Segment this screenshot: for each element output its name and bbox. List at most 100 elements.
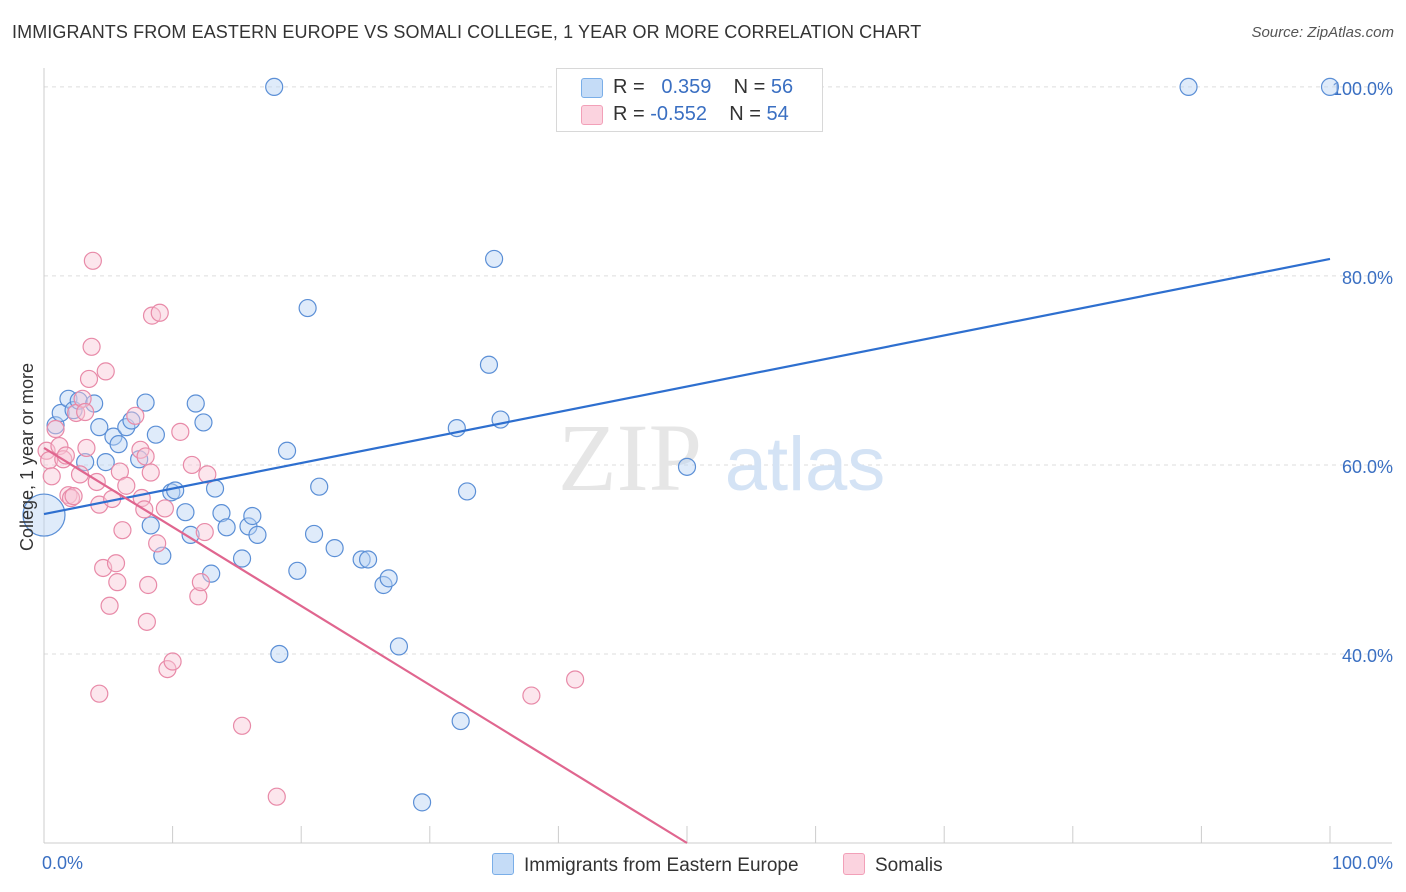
point-eastern-europe bbox=[1179, 77, 1198, 97]
point-somalis bbox=[100, 596, 119, 615]
bottom-legend-swatch-blue bbox=[492, 853, 514, 875]
gridlines bbox=[44, 86, 1392, 655]
point-eastern-europe bbox=[212, 504, 231, 523]
point-somalis bbox=[46, 419, 65, 439]
point-somalis bbox=[79, 369, 99, 389]
r-value-somalis: -0.552 bbox=[650, 103, 707, 125]
n-value-eastern-europe: 56 bbox=[770, 76, 794, 98]
point-somalis bbox=[189, 587, 208, 606]
point-somalis bbox=[522, 686, 541, 705]
point-eastern-europe bbox=[451, 711, 470, 731]
r-value-eastern-europe: 0.359 bbox=[661, 76, 712, 98]
point-eastern-europe bbox=[277, 441, 297, 460]
point-eastern-europe bbox=[146, 425, 165, 444]
point-somalis bbox=[76, 402, 95, 422]
point-somalis bbox=[136, 447, 155, 466]
point-somalis bbox=[82, 337, 101, 356]
point-eastern-europe bbox=[457, 482, 477, 501]
y-tick-label: 40.0% bbox=[1342, 646, 1393, 666]
point-somalis bbox=[155, 499, 174, 518]
point-somalis bbox=[42, 467, 61, 486]
points bbox=[22, 77, 1340, 812]
point-somalis bbox=[141, 463, 160, 482]
point-somalis bbox=[90, 684, 109, 703]
x-tick-label: 0.0% bbox=[42, 853, 83, 873]
point-somalis bbox=[191, 573, 210, 592]
point-somalis bbox=[232, 716, 252, 735]
point-somalis bbox=[139, 575, 158, 595]
watermark-zip: ZIP bbox=[558, 404, 702, 511]
point-eastern-europe bbox=[176, 503, 195, 522]
point-somalis bbox=[108, 573, 127, 592]
point-eastern-europe bbox=[288, 561, 307, 580]
point-eastern-europe bbox=[141, 516, 160, 535]
bottom-legend-somalis: Somalis bbox=[843, 853, 943, 877]
point-somalis bbox=[171, 422, 190, 441]
point-eastern-europe bbox=[310, 477, 329, 496]
n-label: N = bbox=[729, 103, 761, 125]
bottom-legend-label-eastern-europe: Immigrants from Eastern Europe bbox=[524, 855, 799, 876]
point-eastern-europe bbox=[109, 435, 128, 454]
point-eastern-europe bbox=[96, 453, 115, 472]
point-somalis bbox=[96, 362, 115, 381]
point-somalis bbox=[148, 534, 167, 553]
chart-title: IMMIGRANTS FROM EASTERN EUROPE VS SOMALI… bbox=[12, 22, 922, 42]
point-somalis bbox=[195, 522, 214, 542]
point-eastern-europe bbox=[1320, 77, 1340, 97]
correlation-legend: R = 0.359 N = 56 R = -0.552 N = 54 bbox=[556, 68, 823, 132]
y-tick-label: 100.0% bbox=[1332, 79, 1393, 99]
point-eastern-europe bbox=[265, 77, 284, 97]
point-eastern-europe bbox=[298, 298, 317, 318]
point-eastern-europe bbox=[181, 525, 200, 544]
point-somalis bbox=[113, 521, 132, 540]
y-tick-label: 80.0% bbox=[1342, 268, 1393, 288]
point-somalis bbox=[137, 612, 156, 631]
point-somalis bbox=[73, 389, 92, 408]
y-axis-label: College, 1 year or more bbox=[17, 363, 37, 551]
point-eastern-europe bbox=[325, 539, 344, 558]
point-somalis bbox=[198, 465, 217, 484]
legend-swatch-pink bbox=[581, 105, 603, 125]
watermark-atlas: atlas bbox=[725, 422, 886, 507]
point-somalis bbox=[126, 406, 145, 425]
point-somalis bbox=[182, 455, 201, 475]
point-somalis bbox=[61, 488, 81, 508]
point-eastern-europe bbox=[479, 355, 499, 374]
point-eastern-europe bbox=[358, 550, 378, 569]
x-tick-label: 100.0% bbox=[1332, 853, 1393, 873]
n-value-somalis: 54 bbox=[766, 103, 789, 125]
point-eastern-europe bbox=[379, 569, 398, 588]
point-eastern-europe bbox=[136, 393, 155, 412]
trend-lines bbox=[43, 257, 1331, 844]
point-eastern-europe bbox=[217, 518, 236, 537]
point-eastern-europe bbox=[243, 506, 262, 526]
axes bbox=[43, 68, 1392, 844]
point-somalis bbox=[64, 487, 83, 506]
point-somalis bbox=[566, 670, 585, 689]
n-label: N = bbox=[733, 76, 766, 98]
point-somalis bbox=[150, 303, 169, 322]
point-eastern-europe bbox=[412, 793, 432, 812]
point-somalis bbox=[117, 476, 136, 495]
watermark: ZIP atlas bbox=[558, 404, 885, 511]
legend-swatch-blue bbox=[581, 78, 603, 98]
point-eastern-europe bbox=[186, 394, 205, 413]
point-eastern-europe bbox=[248, 525, 267, 544]
point-eastern-europe bbox=[389, 637, 409, 656]
point-eastern-europe bbox=[90, 418, 109, 437]
point-eastern-europe bbox=[677, 457, 697, 476]
source-label: Source: ZipAtlas.com bbox=[1251, 24, 1394, 41]
point-somalis bbox=[106, 554, 126, 573]
point-eastern-europe bbox=[352, 550, 371, 569]
point-eastern-europe bbox=[194, 413, 213, 432]
point-somalis bbox=[59, 486, 78, 505]
point-somalis bbox=[77, 438, 96, 458]
point-eastern-europe bbox=[270, 644, 289, 664]
point-eastern-europe bbox=[22, 493, 66, 537]
r-label: R = bbox=[613, 103, 645, 125]
y-tick-label: 60.0% bbox=[1342, 457, 1393, 477]
tick-labels: 40.0% 60.0% 80.0% 100.0% 0.0% 100.0% bbox=[42, 79, 1393, 873]
point-eastern-europe bbox=[485, 249, 504, 269]
trend-line-eastern-europe bbox=[43, 257, 1331, 516]
